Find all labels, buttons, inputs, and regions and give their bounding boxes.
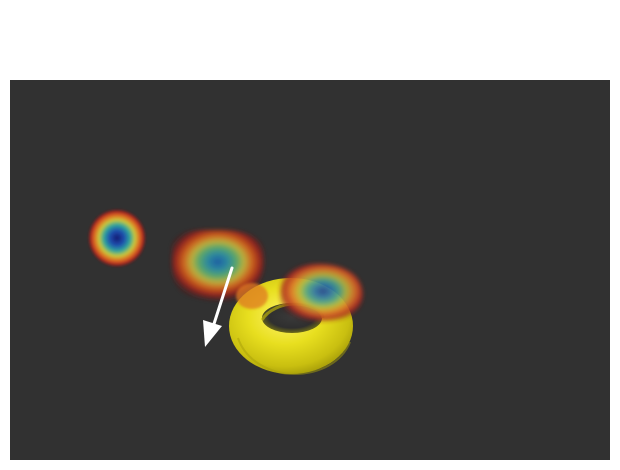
- heatmap-spot-left: [88, 209, 146, 267]
- heatmap-spot-right: [280, 264, 363, 321]
- scene-canvas: [10, 80, 610, 460]
- heatmap-patch-torus-edge: [236, 283, 268, 309]
- 3d-render-viewport[interactable]: [10, 80, 610, 460]
